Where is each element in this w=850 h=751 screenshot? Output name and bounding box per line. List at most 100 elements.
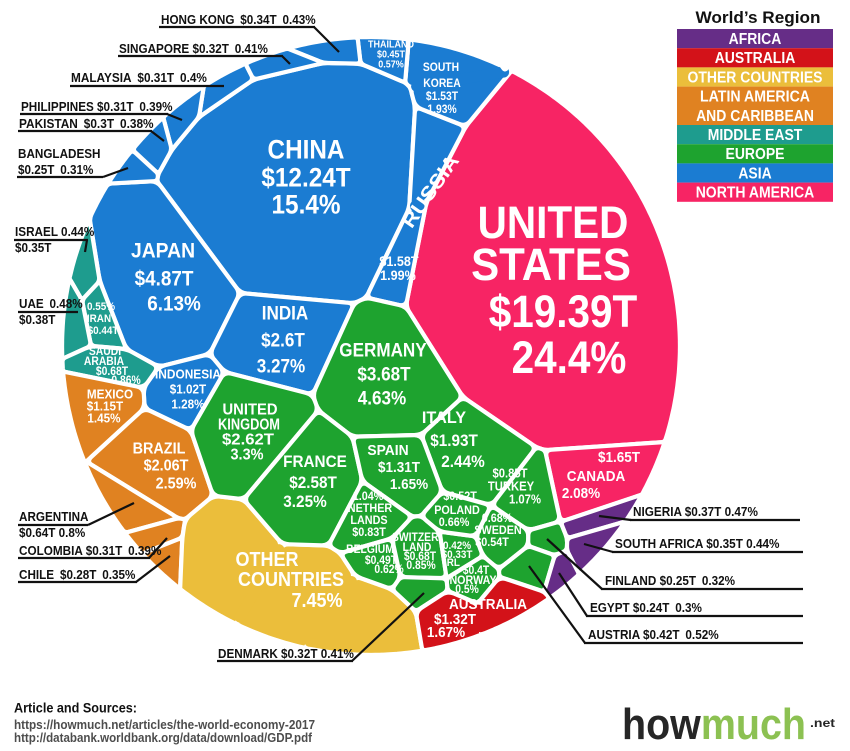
svg-text:MALAYSIA $0.31T 0.4%: MALAYSIA $0.31T 0.4% [71,70,207,85]
svg-text:$0.68T: $0.68T [404,551,436,563]
svg-text:NIGERIA $0.37T 0.47%: NIGERIA $0.37T 0.47% [633,504,758,519]
svg-text:EUROPE: EUROPE [726,146,785,163]
svg-text:https://howmuch.net/articles/t: https://howmuch.net/articles/the-world-e… [14,718,315,732]
svg-text:2.44%: 2.44% [441,452,484,471]
svg-text:$0.35T: $0.35T [15,240,51,255]
svg-text:$0.64T 0.8%: $0.64T 0.8% [19,525,86,540]
svg-text:ISRAEL 0.44%: ISRAEL 0.44% [15,224,95,239]
svg-text:KINGDOM: KINGDOM [218,416,280,433]
svg-text:UAE 0.48%: UAE 0.48% [19,296,83,311]
svg-text:AUSTRALIA: AUSTRALIA [449,596,527,613]
svg-text:CANADA: CANADA [567,468,626,485]
svg-text:0.5%: 0.5% [455,584,479,596]
svg-text:0.85%: 0.85% [406,560,435,572]
svg-text:OTHER: OTHER [236,549,300,571]
svg-text:1.28%: 1.28% [171,397,205,412]
svg-text:2.08%: 2.08% [562,485,600,502]
svg-text:ASIA: ASIA [738,165,771,182]
svg-text:.net: .net [810,716,835,730]
svg-text:$1.32T: $1.32T [434,611,476,628]
svg-text:$0.85T: $0.85T [493,466,528,480]
svg-text:NETHER: NETHER [348,501,393,515]
svg-text:GERMANY: GERMANY [339,341,427,362]
svg-text:ITALY: ITALY [422,408,467,427]
svg-text:NORWAY: NORWAY [449,575,496,587]
svg-text:IRAN: IRAN [87,313,111,325]
svg-text:MIDDLE EAST: MIDDLE EAST [708,127,803,144]
svg-text:COUNTRIES: COUNTRIES [238,569,344,591]
svg-text:$0.33T: $0.33T [442,549,473,561]
svg-text:$0.45T: $0.45T [377,50,405,61]
svg-text:$1.31T: $1.31T [378,459,420,476]
svg-text:Article and Sources:: Article and Sources: [14,701,137,716]
svg-text:$1.15T: $1.15T [87,399,123,414]
svg-text:0.86%: 0.86% [111,375,140,387]
svg-text:0.55%: 0.55% [87,301,115,313]
svg-text:CHILE $0.28T 0.35%: CHILE $0.28T 0.35% [19,567,136,582]
svg-text:0.66%: 0.66% [439,515,470,529]
svg-text:OTHER COUNTRIES: OTHER COUNTRIES [688,69,823,86]
svg-text:$12.24T: $12.24T [261,162,351,192]
svg-text:7.45%: 7.45% [292,590,343,612]
svg-text:COLOMBIA $0.31T 0.39%: COLOMBIA $0.31T 0.39% [19,543,162,558]
svg-text:SPAIN: SPAIN [367,442,408,459]
svg-text:BANGLADESH: BANGLADESH [18,146,101,161]
svg-text:DENMARK $0.32T 0.41%: DENMARK $0.32T 0.41% [218,646,354,661]
svg-text:THAILAND: THAILAND [368,40,414,51]
svg-text:$0.52T: $0.52T [443,489,477,503]
svg-text:SINGAPORE $0.32T 0.41%: SINGAPORE $0.32T 0.41% [119,41,268,56]
svg-text:SOUTH AFRICA $0.35T 0.44%: SOUTH AFRICA $0.35T 0.44% [615,536,780,551]
svg-text:$0.54T: $0.54T [475,535,509,549]
svg-text:$0.25T 0.31%: $0.25T 0.31% [18,162,94,177]
svg-text:1.67%: 1.67% [427,624,465,641]
svg-text:http://databank.worldbank.org/: http://databank.worldbank.org/data/downl… [14,731,313,745]
svg-text:SWITZER-: SWITZER- [392,532,442,544]
svg-text:$2.58T: $2.58T [289,473,337,492]
svg-text:0.42%: 0.42% [443,540,471,552]
svg-text:$0.4T: $0.4T [463,565,490,577]
svg-text:PAKISTAN $0.3T 0.38%: PAKISTAN $0.3T 0.38% [19,116,154,131]
svg-text:INDONESIA: INDONESIA [155,367,222,382]
svg-text:$1.02T: $1.02T [170,382,206,397]
svg-text:0.62%: 0.62% [374,564,403,576]
svg-text:SOUTH: SOUTH [423,62,459,74]
svg-text:$1.58T: $1.58T [379,253,419,269]
svg-text:ARGENTINA: ARGENTINA [19,509,89,524]
svg-text:AUSTRIA $0.42T 0.52%: AUSTRIA $0.42T 0.52% [588,627,719,642]
svg-text:24.4%: 24.4% [512,332,627,383]
svg-text:1.65%: 1.65% [390,476,428,493]
svg-text:BRAZIL: BRAZIL [133,441,186,458]
svg-text:1.99%: 1.99% [380,267,416,283]
svg-text:$0.44T: $0.44T [88,325,119,337]
svg-text:LANDS: LANDS [350,513,387,527]
svg-text:4.63%: 4.63% [358,389,407,410]
svg-text:$0.68T: $0.68T [96,366,128,378]
svg-text:FINLAND $0.25T 0.32%: FINLAND $0.25T 0.32% [605,573,735,588]
svg-text:$1.53T: $1.53T [426,91,458,103]
svg-text:INDIA: INDIA [262,304,309,325]
svg-text:3.25%: 3.25% [283,492,326,511]
svg-text:3.3%: 3.3% [231,446,264,463]
svg-text:1.93%: 1.93% [427,104,456,116]
svg-text:0.68%: 0.68% [482,511,513,525]
svg-text:$0.83T: $0.83T [352,525,386,539]
svg-text:BELGIUM: BELGIUM [346,544,394,556]
svg-text:1.04%: 1.04% [353,489,384,503]
svg-text:EGYPT $0.24T 0.3%: EGYPT $0.24T 0.3% [590,600,702,615]
svg-text:SWEDEN: SWEDEN [474,523,521,537]
svg-text:6.13%: 6.13% [147,292,201,315]
svg-text:$1.93T: $1.93T [430,431,478,450]
svg-text:POLAND: POLAND [434,503,480,517]
svg-text:1.07%: 1.07% [509,492,541,506]
svg-text:ARABIA: ARABIA [84,356,124,368]
svg-text:IRL: IRL [444,557,460,569]
svg-text:$3.68T: $3.68T [357,365,411,386]
svg-text:0.57%: 0.57% [378,60,404,71]
svg-text:MEXICO: MEXICO [87,387,133,402]
svg-text:FRANCE: FRANCE [283,452,347,471]
svg-text:$2.62T: $2.62T [222,431,275,448]
svg-text:2.59%: 2.59% [156,476,197,493]
svg-text:NORTH AMERICA: NORTH AMERICA [696,185,815,202]
svg-text:LATIN AMERICA: LATIN AMERICA [700,89,810,106]
svg-text:KOREA: KOREA [423,78,460,90]
